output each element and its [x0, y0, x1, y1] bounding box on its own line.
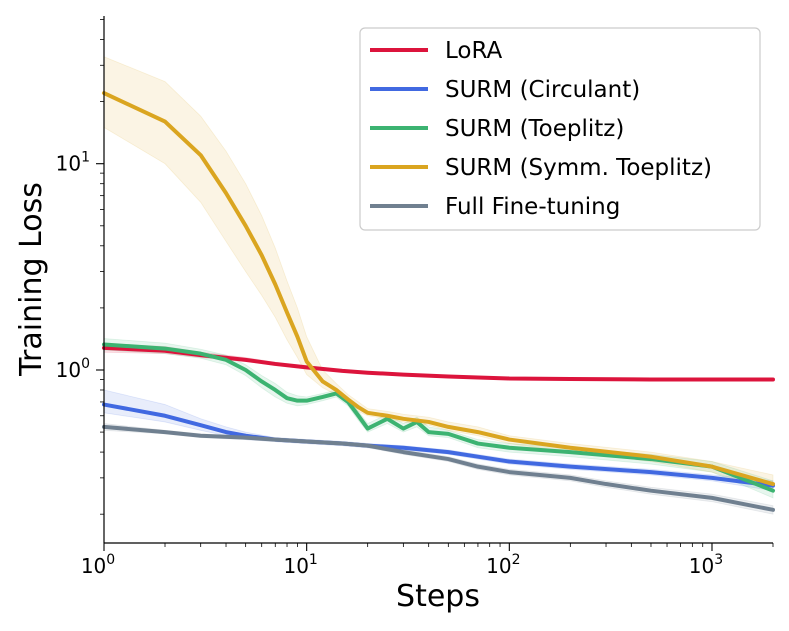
tick-labels: 100 101 102 103 100 101	[56, 150, 724, 578]
x-tick-label: 103	[689, 552, 723, 578]
series-lines	[102, 91, 775, 512]
axes	[103, 16, 773, 544]
x-tick-label: 102	[486, 552, 520, 578]
y-tick-label: 100	[56, 356, 90, 382]
x-tick-label: 101	[283, 552, 317, 578]
legend-frame	[359, 27, 761, 231]
line-surm-toeplitz	[102, 342, 775, 493]
y-tick-label: 101	[56, 150, 90, 176]
legend: LoRA SURM (Circulant) SURM (Toeplitz) SURM …	[359, 27, 761, 231]
legend-label-lora: LoRA	[445, 38, 503, 64]
legend-label-surm-toeplitz: SURM (Toeplitz)	[445, 116, 624, 142]
band-surm-toeplitz	[103, 338, 774, 499]
line-surm-circulant	[102, 402, 775, 488]
x-axis-title: Steps	[396, 579, 480, 614]
legend-label-full-fine-tuning: Full Fine-tuning	[445, 194, 620, 220]
ticks	[96, 19, 774, 551]
legend-label-surm-circulant: SURM (Circulant)	[445, 77, 640, 103]
x-tick-label: 100	[81, 552, 115, 578]
line-full-fine-tuning	[102, 424, 775, 512]
line-surm-symm-toeplitz	[102, 91, 775, 487]
y-axis-title: Training Loss	[14, 182, 49, 377]
legend-label-surm-symm-toeplitz: SURM (Symm. Toeplitz)	[445, 155, 712, 181]
